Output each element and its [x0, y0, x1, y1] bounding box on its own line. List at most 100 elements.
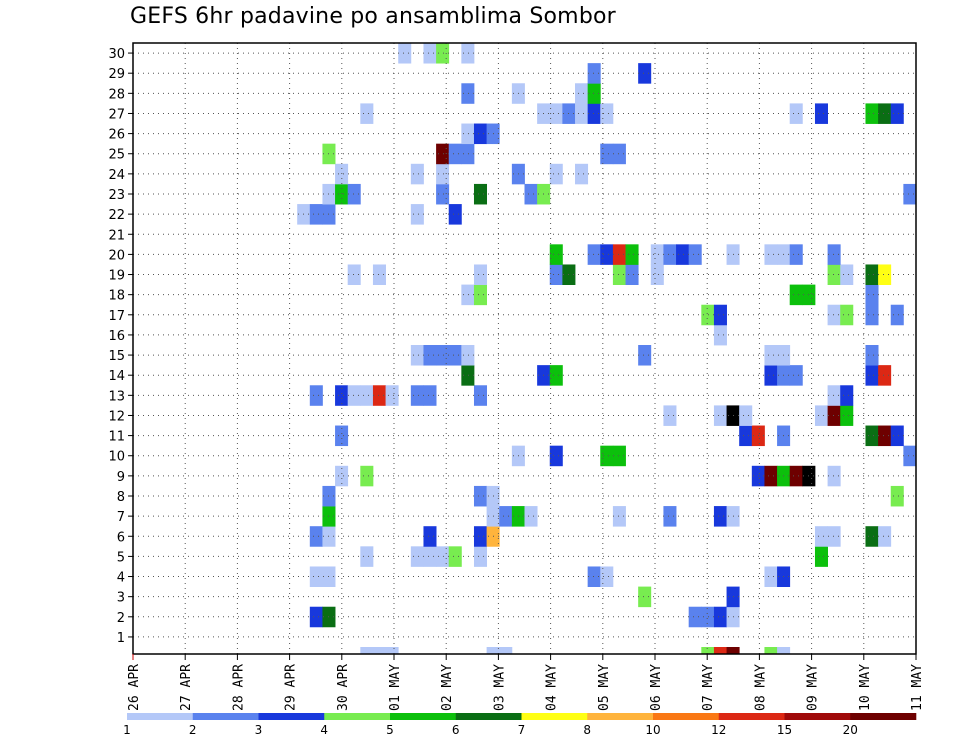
cell: [410, 204, 424, 225]
cell: [713, 304, 727, 326]
cell: [878, 425, 892, 447]
cell: [650, 264, 664, 285]
cell: [612, 445, 626, 467]
y-tick-label: 23: [108, 188, 125, 203]
cell: [372, 264, 386, 285]
cell: [410, 385, 424, 406]
cell: [461, 365, 475, 386]
cell: [600, 244, 614, 265]
cell: [878, 365, 892, 386]
cell: [423, 385, 437, 406]
legend-label: 10: [645, 723, 660, 737]
y-tick-label: 27: [108, 107, 125, 122]
cell: [878, 264, 892, 285]
y-tick-label: 20: [108, 248, 125, 263]
cell: [713, 324, 727, 346]
y-tick-label: 29: [108, 67, 125, 82]
cell: [461, 143, 475, 165]
cell: [360, 103, 374, 124]
cell: [688, 606, 702, 628]
y-tick-label: 8: [117, 490, 125, 505]
cell: [713, 606, 727, 628]
cell: [827, 264, 841, 285]
cell: [865, 284, 879, 306]
legend-label: 2: [189, 723, 197, 737]
cell: [814, 546, 828, 567]
x-tick-label: 02 MAY: [440, 664, 455, 711]
cell: [789, 284, 803, 306]
cell: [600, 143, 614, 165]
cell: [612, 244, 626, 265]
cell: [827, 244, 841, 265]
cell: [600, 103, 614, 124]
x-tick-label: 30 APR: [336, 664, 351, 711]
cell: [309, 566, 323, 587]
cell: [612, 143, 626, 165]
cell: [549, 264, 563, 285]
cell: [650, 244, 664, 265]
cell: [309, 385, 323, 406]
cell: [423, 345, 437, 366]
cell: [865, 103, 879, 124]
x-tick-label: 26 APR: [127, 664, 142, 711]
y-tick-label: 13: [108, 389, 125, 404]
cell: [663, 244, 677, 265]
cell: [789, 465, 803, 487]
cell: [549, 103, 563, 124]
y-tick-label: 2: [117, 611, 125, 626]
y-tick-label: 22: [108, 208, 125, 223]
cell: [663, 405, 677, 426]
y-tick-label: 26: [108, 128, 125, 143]
legend-swatch: [521, 713, 588, 720]
cell: [840, 304, 854, 326]
cell: [814, 405, 828, 426]
cell: [461, 123, 475, 145]
cell: [612, 264, 626, 285]
legend-swatch: [192, 713, 259, 720]
cell: [625, 244, 639, 265]
legend-label: 12: [711, 723, 726, 737]
cell: [701, 606, 715, 628]
x-tick-label: 11 MAY: [910, 664, 925, 711]
cell: [789, 103, 803, 124]
strip-cell: [713, 647, 727, 654]
legend-label: 5: [386, 723, 394, 737]
x-tick-label: 28 APR: [231, 664, 246, 711]
cell: [890, 485, 904, 507]
cell: [335, 183, 349, 205]
y-tick-label: 10: [108, 450, 125, 465]
legend-label: 4: [320, 723, 328, 737]
x-tick-label: 06 MAY: [649, 664, 664, 711]
cell: [890, 103, 904, 124]
cell: [840, 405, 854, 426]
cell: [436, 345, 450, 366]
y-tick-label: 18: [108, 289, 125, 304]
strip-cell: [499, 647, 513, 654]
cell: [612, 506, 626, 527]
legend-swatch: [258, 713, 325, 720]
y-tick-label: 15: [108, 349, 125, 364]
y-tick-label: 7: [117, 510, 125, 525]
legend-label: 20: [843, 723, 858, 737]
x-tick-label: 01 MAY: [388, 664, 403, 711]
y-tick-label: 21: [108, 228, 125, 243]
cell: [309, 204, 323, 225]
cell: [865, 526, 879, 547]
cell: [385, 385, 399, 406]
cell: [575, 163, 589, 185]
cell: [600, 445, 614, 467]
strip-cell: [726, 647, 740, 654]
strip-cell: [360, 647, 374, 654]
y-tick-label: 19: [108, 269, 125, 284]
y-tick-label: 14: [108, 369, 125, 384]
legend-swatch: [784, 713, 851, 720]
legend-swatch: [455, 713, 522, 720]
cell: [499, 506, 513, 527]
y-tick-label: 5: [117, 550, 125, 565]
cell: [410, 163, 424, 185]
y-tick-label: 28: [108, 87, 125, 102]
cell: [663, 506, 677, 527]
cell: [360, 546, 374, 567]
cell: [398, 43, 412, 64]
